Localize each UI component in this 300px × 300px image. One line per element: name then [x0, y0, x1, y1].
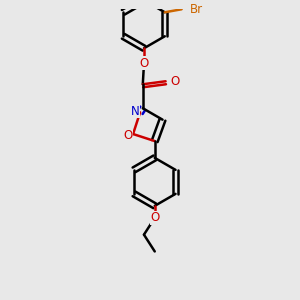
Text: O: O	[150, 212, 159, 224]
Text: O: O	[140, 57, 148, 70]
Text: O: O	[170, 75, 180, 88]
Text: O: O	[124, 129, 133, 142]
Text: Br: Br	[189, 3, 203, 16]
Text: N: N	[131, 105, 140, 118]
